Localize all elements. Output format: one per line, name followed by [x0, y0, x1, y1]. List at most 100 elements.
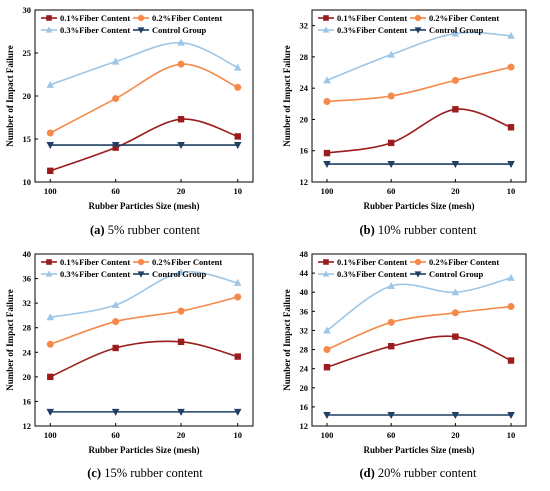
- legend-marker-4: [414, 27, 422, 34]
- x-tick-label: 60: [111, 430, 120, 440]
- legend-marker-1: [323, 15, 329, 21]
- data-point-series-2: [46, 129, 54, 137]
- data-point-series-3: [233, 278, 242, 286]
- plot-frame: [311, 253, 527, 427]
- y-axis-label: Number of Impact Failure: [282, 289, 292, 390]
- panel-caption: (b) 10% rubber content: [360, 223, 478, 237]
- x-axis-label: Rubber Particles Size (mesh): [363, 201, 474, 211]
- caption-text: 10% rubber content: [375, 223, 477, 237]
- legend-label-4: Control Group: [429, 25, 484, 35]
- series-line-1: [326, 108, 512, 154]
- y-tick-label: 20: [23, 372, 32, 382]
- data-point-series-4: [233, 142, 242, 150]
- y-tick-label: 30: [23, 5, 32, 15]
- y-tick-label: 20: [300, 114, 309, 124]
- y-tick-label: 48: [300, 249, 309, 259]
- series-line-2: [326, 305, 512, 351]
- x-tick-label: 100: [321, 430, 334, 440]
- y-tick-label: 36: [300, 306, 309, 316]
- data-point-series-2: [323, 97, 331, 105]
- data-point-series-3: [177, 38, 185, 46]
- data-point-series-2: [507, 303, 515, 311]
- data-point-series-3: [111, 300, 120, 308]
- y-tick-label: 44: [300, 268, 309, 278]
- data-point-series-3: [451, 288, 460, 296]
- plot-frame: [34, 253, 254, 427]
- y-tick-label: 24: [23, 347, 32, 357]
- caption-letter: (b): [360, 223, 375, 237]
- data-point-series-2: [112, 95, 120, 103]
- data-point-series-3: [177, 268, 185, 276]
- data-point-series-1: [452, 106, 459, 113]
- chart-panel-a: 10 15 20 25 30 100 60 20 10 Rubber Particles Size…: [5, 5, 254, 237]
- y-tick-label: 15: [23, 134, 32, 144]
- legend-marker-4: [414, 271, 422, 278]
- y-tick-label: 12: [300, 177, 309, 187]
- y-tick-label: 24: [300, 83, 309, 93]
- x-tick-label: 10: [507, 186, 516, 196]
- data-point-series-1: [177, 116, 185, 123]
- y-tick-label: 16: [23, 396, 32, 406]
- y-tick-label: 12: [300, 421, 309, 431]
- x-tick-label: 60: [387, 430, 396, 440]
- series-line-2: [326, 66, 512, 103]
- y-tick-label: 28: [23, 323, 32, 333]
- y-tick-label: 32: [300, 21, 309, 31]
- series-line-3: [50, 270, 238, 319]
- legend-marker-1: [46, 259, 52, 265]
- y-tick-label: 36: [23, 274, 32, 284]
- data-point-series-4: [387, 161, 395, 169]
- data-point-series-3: [507, 273, 515, 281]
- panel-caption: (d) 20% rubber content: [360, 466, 478, 480]
- data-point-series-1: [387, 139, 395, 147]
- data-point-series-4: [323, 412, 331, 420]
- x-axis-label: Rubber Particles Size (mesh): [363, 445, 474, 455]
- data-point-series-1: [112, 344, 119, 352]
- caption-text: 15% rubber content: [101, 466, 203, 480]
- y-tick-label: 10: [23, 177, 32, 187]
- series-line-1: [49, 118, 238, 172]
- y-tick-label: 25: [23, 48, 32, 58]
- legend-label-3: 0.3%Fiber Content: [337, 25, 407, 35]
- chart-panel-c: 12 16 20 24 28 32 36 40 100 60 20 10 Rubber Particle…: [5, 249, 254, 480]
- x-tick-label: 60: [111, 186, 120, 196]
- legend-label-3: 0.3%Fiber Content: [60, 269, 130, 279]
- legend-label-2: 0.2%Fiber Content: [152, 257, 222, 267]
- data-point-series-3: [323, 76, 331, 84]
- data-point-series-3: [323, 326, 331, 334]
- series-line-1: [49, 340, 238, 378]
- plot-frame: [34, 9, 254, 183]
- x-tick-label: 60: [387, 186, 396, 196]
- data-point-series-2: [387, 92, 395, 100]
- x-tick-label: 20: [177, 430, 186, 440]
- plot-frame: [311, 9, 527, 183]
- caption-letter: (d): [360, 466, 375, 480]
- data-point-series-2: [387, 318, 395, 326]
- x-tick-label: 20: [177, 186, 186, 196]
- legend-label-1: 0.1%Fiber Content: [60, 13, 130, 23]
- legend-marker-4: [137, 271, 145, 278]
- data-point-series-4: [233, 408, 242, 416]
- x-tick-label: 20: [451, 186, 460, 196]
- data-point-series-1: [387, 343, 395, 350]
- data-point-series-4: [177, 408, 185, 416]
- data-point-series-1: [452, 333, 459, 340]
- legend-label-4: Control Group: [152, 25, 207, 35]
- data-point-series-3: [507, 31, 515, 39]
- caption-letter: (c): [87, 466, 101, 480]
- data-point-series-4: [387, 412, 395, 420]
- data-point-series-4: [46, 142, 55, 150]
- data-point-series-4: [451, 161, 460, 169]
- legend-label-1: 0.1%Fiber Content: [337, 257, 407, 267]
- legend-label-1: 0.1%Fiber Content: [337, 13, 407, 23]
- y-tick-label: 20: [300, 383, 309, 393]
- data-point-series-2: [46, 340, 54, 348]
- data-point-series-1: [47, 167, 54, 175]
- data-point-series-3: [46, 80, 55, 88]
- series-line-3: [326, 31, 512, 82]
- x-tick-label: 10: [233, 186, 242, 196]
- data-point-series-2: [323, 346, 331, 354]
- series-line-2: [49, 63, 239, 134]
- x-tick-label: 100: [44, 430, 57, 440]
